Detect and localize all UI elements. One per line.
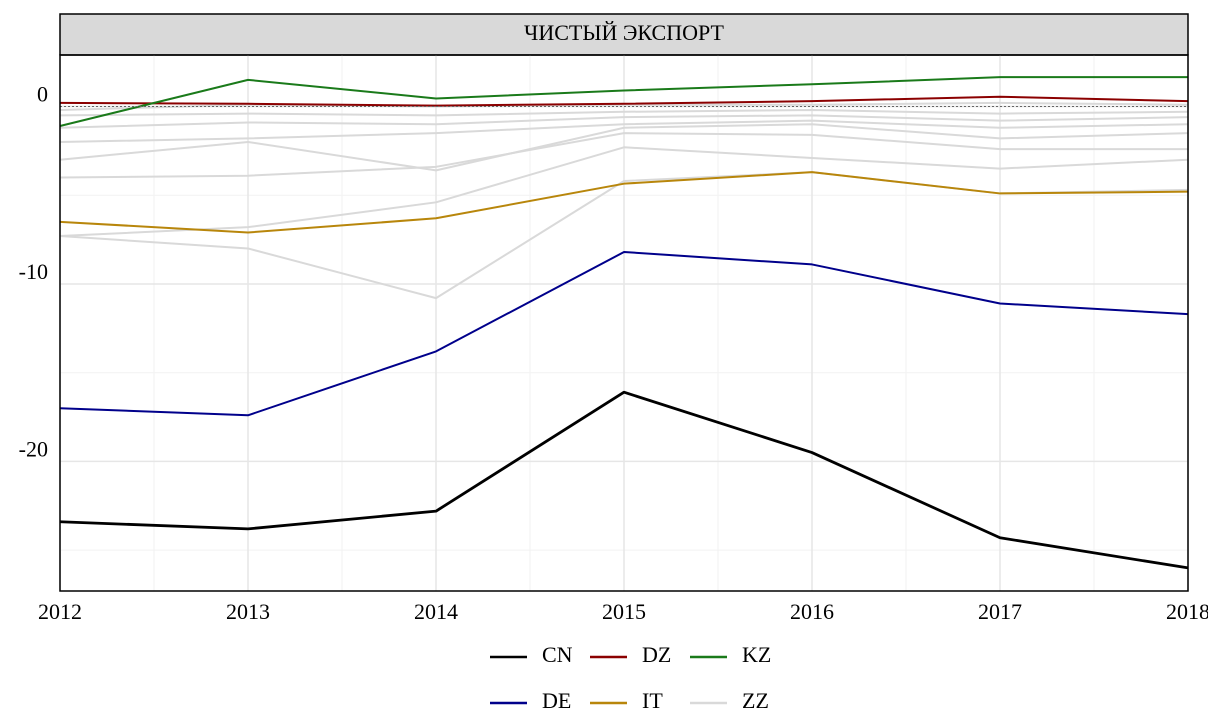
x-tick-label: 2018 — [1166, 599, 1208, 624]
x-tick-label: 2014 — [414, 599, 458, 624]
series-line — [59, 114, 1189, 129]
series-line — [59, 390, 1189, 570]
x-tick-label: 2013 — [226, 599, 270, 624]
legend-label: IT — [642, 688, 663, 713]
x-tick-label: 2016 — [790, 599, 834, 624]
series-line — [59, 95, 1189, 107]
panel-border — [59, 54, 1189, 592]
y-tick-label: 0 — [37, 82, 48, 107]
legend-label: DZ — [642, 642, 671, 667]
legend-label: DE — [542, 688, 571, 713]
series-line — [59, 251, 1189, 417]
series-line — [59, 132, 1188, 179]
series-line — [59, 119, 1189, 143]
legend-label: CN — [542, 642, 573, 667]
x-tick-label: 2015 — [602, 599, 646, 624]
chart-title: ЧИСТЫЙ ЭКСПОРТ — [524, 20, 724, 45]
y-tick-label: -20 — [19, 436, 48, 461]
series-line — [59, 109, 1189, 117]
legend-label: ZZ — [742, 688, 769, 713]
facet-strip — [59, 13, 1189, 56]
x-tick-label: 2017 — [978, 599, 1022, 624]
x-tick-label: 2012 — [38, 599, 82, 624]
series-line — [59, 76, 1188, 127]
series-line — [59, 171, 1189, 234]
y-tick-label: -10 — [19, 259, 48, 284]
series-line — [59, 146, 1189, 238]
legend-label: KZ — [742, 642, 771, 667]
series-line — [59, 123, 1189, 172]
